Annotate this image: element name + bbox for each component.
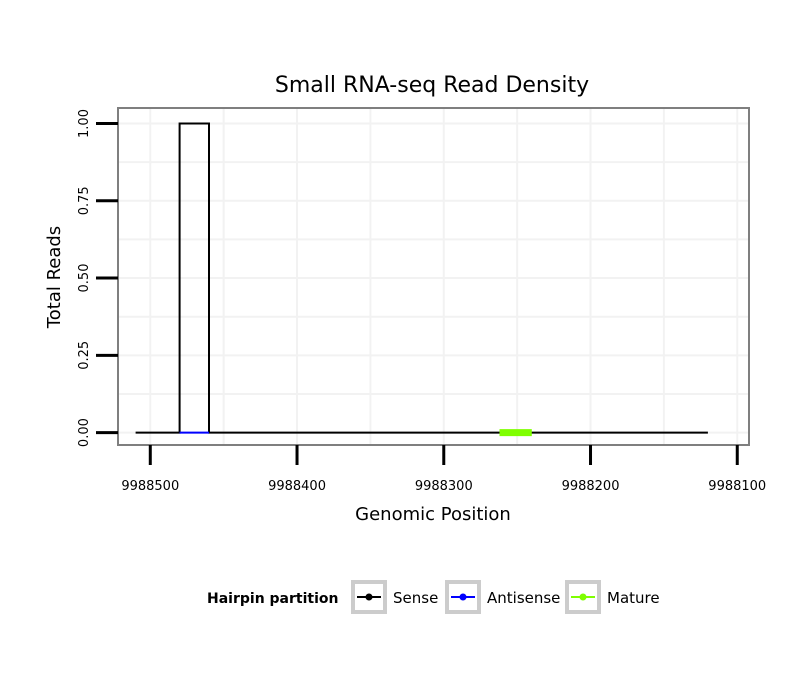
- plot-area: [135, 122, 708, 437]
- legend: Hairpin partition Sense Antisense Mature: [207, 580, 660, 614]
- chart-title: Small RNA-seq Read Density: [275, 73, 589, 98]
- legend-key-point: [365, 593, 373, 601]
- x-axis-title: Genomic Position: [355, 504, 511, 525]
- legend-key-point: [579, 593, 587, 601]
- y-tick-label: 0.75: [77, 186, 92, 215]
- legend-key-point: [459, 593, 467, 601]
- y-axis: 0.00 0.25 0.50 0.75 1.00: [77, 109, 118, 447]
- y-tick-label: 0.00: [77, 418, 92, 447]
- y-axis-title: Total Reads: [44, 226, 65, 329]
- x-tick-label: 9988200: [562, 479, 620, 494]
- y-tick-label: 0.25: [77, 341, 92, 370]
- y-tick-label: 0.50: [77, 264, 92, 293]
- grid: [118, 108, 749, 445]
- legend-item-mature: Mature: [565, 580, 660, 614]
- legend-label: Sense: [393, 589, 438, 607]
- legend-item-sense: Sense: [351, 580, 438, 614]
- legend-label: Mature: [607, 589, 660, 607]
- series-line-sense: [135, 122, 708, 434]
- panel-border: [117, 107, 750, 446]
- x-tick-label: 9988100: [708, 479, 766, 494]
- y-tick-label: 1.00: [77, 109, 92, 138]
- x-axis: 9988500 9988400 9988300 9988200 9988100: [121, 445, 766, 494]
- x-tick-label: 9988500: [121, 479, 179, 494]
- x-tick-label: 9988300: [415, 479, 473, 494]
- legend-title: Hairpin partition: [207, 591, 338, 607]
- legend-label: Antisense: [487, 589, 560, 607]
- x-tick-label: 9988400: [268, 479, 326, 494]
- legend-items: Sense Antisense Mature: [351, 580, 660, 614]
- legend-item-antisense: Antisense: [445, 580, 560, 614]
